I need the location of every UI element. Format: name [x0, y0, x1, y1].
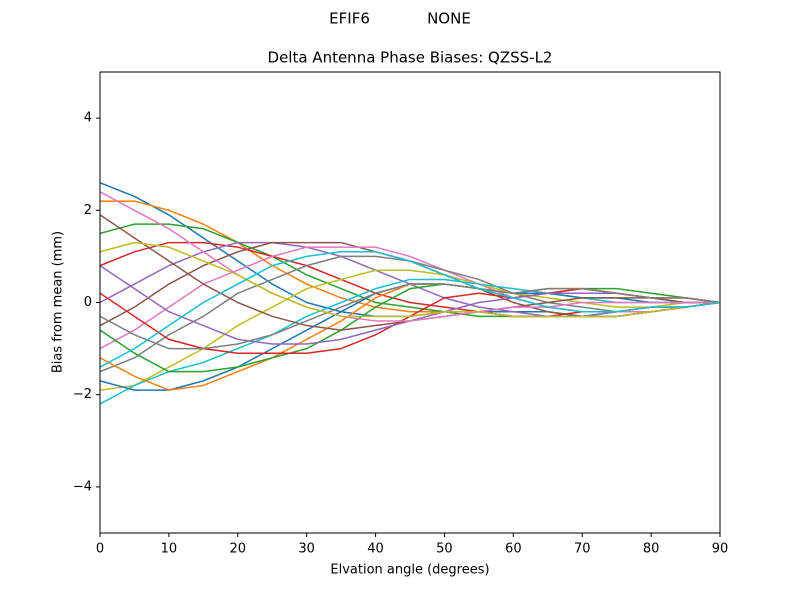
- x-tick-label: 10: [161, 542, 178, 557]
- x-tick-label: 40: [367, 542, 384, 557]
- data-line: [100, 251, 720, 368]
- data-line: [100, 214, 720, 331]
- y-tick-label: 2: [84, 203, 92, 218]
- data-line: [100, 181, 720, 318]
- x-tick-label: 20: [230, 542, 247, 557]
- y-tick-label: −4: [73, 479, 92, 494]
- data-line: [100, 241, 720, 318]
- data-line: [100, 283, 720, 373]
- y-axis-label: Bias from mean (mm): [51, 231, 66, 373]
- x-tick-label: 50: [436, 542, 453, 557]
- plot-area: [100, 181, 720, 405]
- x-tick-label: 60: [505, 542, 522, 557]
- x-tick-label: 0: [96, 542, 104, 557]
- y-tick-label: 0: [84, 295, 92, 310]
- data-line: [100, 283, 720, 391]
- x-tick-label: 90: [712, 542, 729, 557]
- x-tick-label: 70: [574, 542, 591, 557]
- x-tick-label: 30: [298, 542, 315, 557]
- y-tick-label: 4: [84, 111, 92, 126]
- chart-title: Delta Antenna Phase Biases: QZSS-L2: [268, 49, 553, 67]
- x-tick-label: 80: [643, 542, 660, 557]
- data-line: [100, 191, 720, 322]
- data-line: [100, 283, 720, 350]
- x-axis-label: Elvation angle (degrees): [330, 563, 489, 578]
- suptitle: EFIF6 NONE: [329, 10, 471, 28]
- y-tick-label: −2: [73, 387, 92, 402]
